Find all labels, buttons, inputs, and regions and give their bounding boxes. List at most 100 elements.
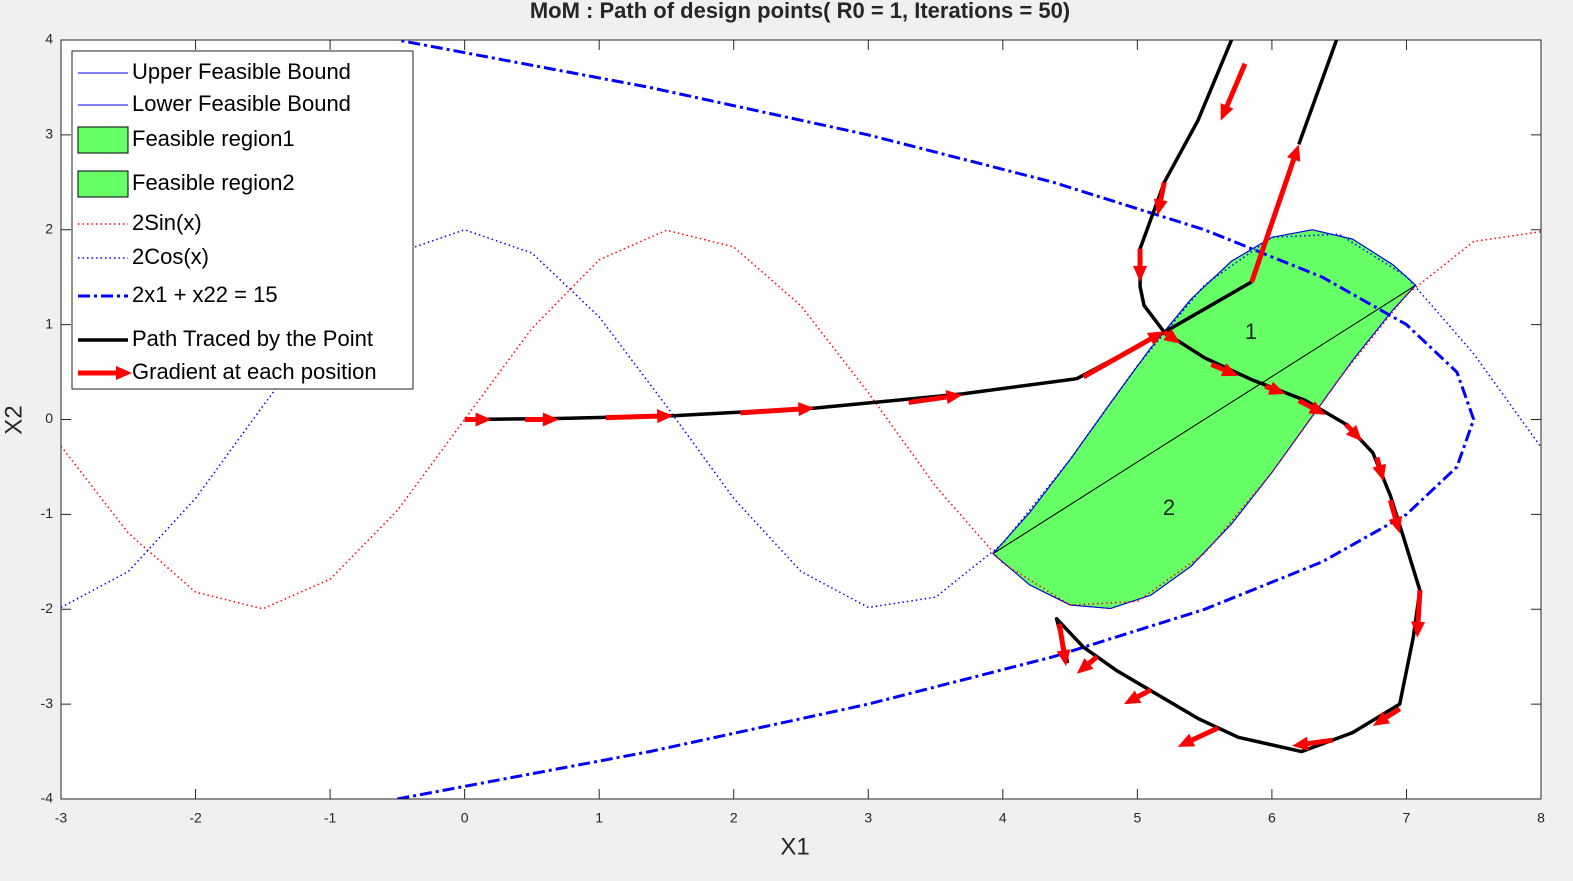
gradient-arrow: [1153, 181, 1168, 216]
series-line: [397, 40, 1476, 799]
y-tick-label: 1: [45, 315, 53, 331]
legend-label: Gradient at each position: [132, 359, 377, 384]
legend-label: Upper Feasible Bound: [132, 59, 351, 84]
y-tick-label: -3: [41, 695, 54, 711]
gradient-arrow: [1264, 381, 1286, 395]
gradient-arrow: [1210, 362, 1239, 377]
gradient-arrow-head: [1163, 328, 1181, 344]
gradient-arrow-shaft: [1374, 456, 1382, 467]
gradient-arrow: [1082, 331, 1165, 379]
gradient-arrow-head: [475, 412, 492, 427]
gradient-arrow: [1177, 725, 1220, 747]
gradient-arrow-head: [1220, 103, 1234, 121]
x-tick-label: 5: [1133, 810, 1141, 826]
x-tick-label: 3: [864, 810, 872, 826]
gradient-arrow-shaft: [1136, 687, 1152, 699]
legend-label: 2Cos(x): [132, 244, 209, 269]
gradient-arrow-shaft: [1415, 590, 1423, 622]
gradient-arrow-head: [542, 412, 559, 427]
gradient-arrow-head: [1076, 658, 1094, 674]
legend-label: 2x1 + x22 = 15: [132, 282, 278, 307]
gradient-arrow-head: [1292, 736, 1309, 751]
x-tick-label: -3: [55, 810, 68, 826]
x-tick-label: -2: [189, 810, 202, 826]
gradient-arrow-shaft: [605, 413, 658, 421]
gradient-arrow-head: [1220, 363, 1239, 377]
gradient-arrow-shaft: [1158, 181, 1167, 201]
legend-label: Lower Feasible Bound: [132, 91, 351, 116]
gradient-arrow-shaft: [1297, 398, 1313, 410]
y-tick-label: -2: [41, 600, 54, 616]
gradient-arrow: [1162, 328, 1181, 344]
gradient-arrow-head: [1372, 463, 1386, 482]
gradient-arrow-head: [1287, 144, 1301, 162]
gradient-arrow: [525, 412, 559, 427]
gradient-arrow-head: [656, 409, 674, 424]
legend-label: 2Sin(x): [132, 210, 202, 235]
gradient-arrow: [1411, 590, 1426, 638]
chart-title: MoM : Path of design points( R0 = 1, Ite…: [530, 0, 1070, 23]
gradient-arrow-head: [1372, 711, 1391, 726]
gradient-arrow-shaft: [1162, 330, 1169, 337]
gradient-arrow-head: [1308, 401, 1326, 415]
gradient-arrow-head: [1123, 690, 1142, 705]
gradient-arrow-shaft: [1264, 383, 1272, 391]
gradient-arrow-shaft: [1087, 654, 1099, 666]
legend-swatch: [77, 170, 129, 198]
gradient-arrow: [1220, 62, 1248, 121]
gradient-arrow: [1056, 623, 1071, 667]
legend-arrow: [78, 366, 132, 380]
gradient-arrow-head: [1056, 649, 1071, 667]
gradient-arrow: [1297, 398, 1326, 415]
gradient-arrow-shaft: [1191, 725, 1220, 743]
gradient-arrow-shaft: [1344, 422, 1353, 432]
legend-box: [71, 50, 414, 390]
gradient-arrow-shaft: [1307, 737, 1333, 747]
y-tick-label: 0: [45, 410, 53, 426]
gradient-arrow-shaft: [1249, 158, 1297, 283]
x-tick-label: 2: [730, 810, 738, 826]
x-axis-label: X1: [780, 833, 809, 860]
gradient-arrow: [1372, 456, 1386, 482]
gradient-arrow: [1344, 422, 1363, 442]
region-label: 1: [1245, 319, 1257, 344]
gradient-arrow-head: [1388, 516, 1403, 534]
gradient-arrow-shaft: [740, 406, 799, 416]
gradient-arrow-head: [1345, 424, 1363, 442]
gradient-arrow-shaft: [908, 394, 947, 405]
y-tick-label: 3: [45, 126, 53, 142]
gradient-arrow-shaft: [1384, 706, 1402, 720]
plot: [61, 40, 1541, 799]
series-line: [61, 229, 1541, 610]
legend-swatch: [77, 126, 129, 154]
legend-label: Path Traced by the Point: [132, 326, 373, 351]
gradient-arrow: [1249, 144, 1301, 283]
gradient-arrow-shaft: [1387, 499, 1398, 519]
gradient-arrow-head: [1146, 331, 1165, 346]
gradient-arrow: [740, 402, 815, 417]
gradient-arrow: [1123, 687, 1152, 705]
legend: Upper Feasible Bound Lower Feasible Bound…: [71, 50, 414, 390]
x-tick-label: 7: [1403, 810, 1411, 826]
legend-arrow-head: [116, 366, 132, 380]
gradient-arrow-head: [1177, 733, 1196, 747]
gradient-arrow: [908, 390, 963, 405]
legend-label: Feasible region1: [132, 126, 295, 151]
y-tick-label: 4: [45, 31, 53, 47]
gradient-arrow-shaft: [1082, 336, 1152, 379]
gradient-arrow-shaft: [1210, 362, 1225, 372]
gradient-arrow: [1372, 706, 1402, 726]
y-tick-label: -4: [41, 790, 54, 806]
x-tick-label: 1: [595, 810, 603, 826]
gradient-arrow-head: [1133, 265, 1148, 282]
y-axis-label: X2: [0, 405, 27, 434]
x-tick-label: 6: [1268, 810, 1276, 826]
gradient-arrow-head: [1411, 621, 1426, 638]
gradient-arrow: [605, 409, 674, 424]
region-label: 2: [1163, 495, 1175, 520]
gradient-arrow: [1133, 248, 1148, 282]
x-tick-label: 8: [1537, 810, 1545, 826]
gradient-arrow: [1292, 736, 1333, 751]
